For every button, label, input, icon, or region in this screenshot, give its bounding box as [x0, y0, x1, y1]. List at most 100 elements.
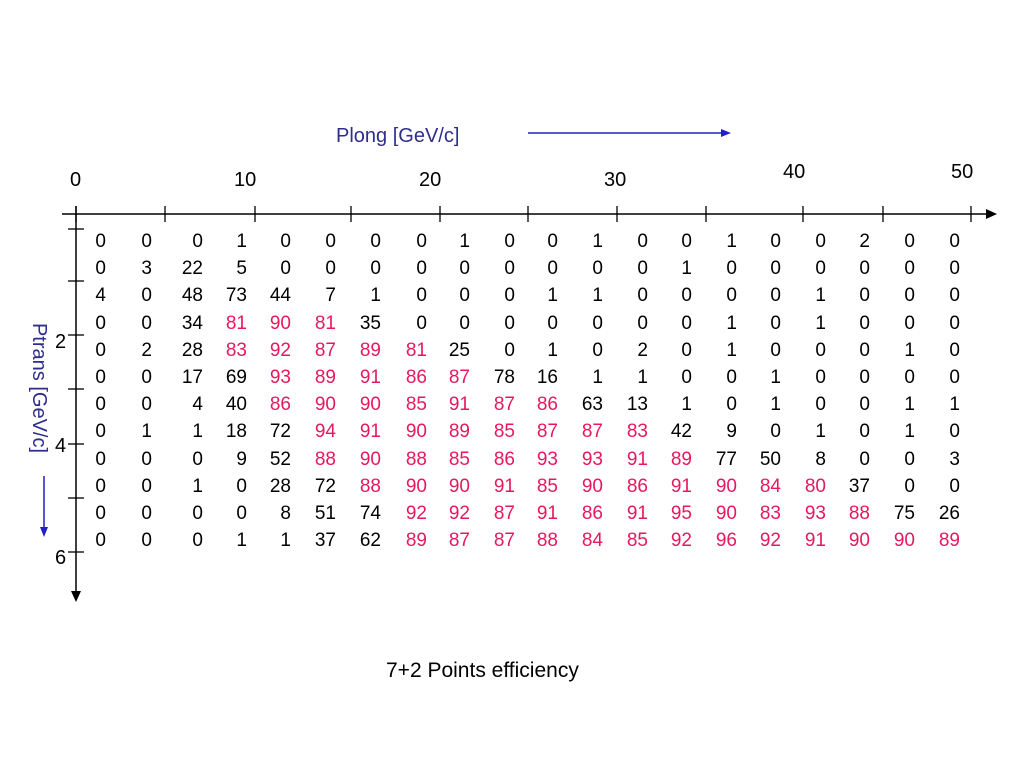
- grid-cell-value: 93: [536, 449, 558, 470]
- grid-cell-value: 1: [949, 394, 960, 415]
- grid-cell-value: 0: [459, 285, 470, 306]
- grid-cell-value: 48: [181, 285, 203, 306]
- grid-cell-value: 81: [314, 313, 336, 334]
- grid-cell-value: 28: [269, 476, 291, 497]
- grid-cell-value: 0: [416, 231, 427, 252]
- grid-cell-value: 0: [949, 476, 960, 497]
- grid-cell-value: 1: [904, 421, 915, 442]
- grid-cell-value: 88: [405, 449, 427, 470]
- grid-cell-value: 0: [681, 285, 692, 306]
- grid-cell-value: 0: [949, 340, 960, 361]
- grid-cell-value: 90: [848, 530, 870, 551]
- grid-cell-value: 91: [626, 449, 648, 470]
- grid-cell-value: 89: [359, 340, 381, 361]
- grid-cell-value: 90: [893, 530, 915, 551]
- plong-axis-label: Plong [GeV/c]: [336, 125, 460, 147]
- grid-cell-value: 87: [493, 503, 515, 524]
- grid-cell-value: 0: [192, 530, 203, 551]
- grid-cell-value: 0: [459, 313, 470, 334]
- grid-cell-value: 0: [236, 476, 247, 497]
- grid-cell-value: 52: [269, 449, 291, 470]
- grid-cell-value: 0: [949, 421, 960, 442]
- grid-cell-value: 91: [359, 421, 381, 442]
- grid-cell-value: 1: [815, 421, 826, 442]
- grid-cell-value: 0: [141, 449, 152, 470]
- grid-cell-value: 91: [448, 394, 470, 415]
- grid-cell-value: 22: [181, 258, 203, 279]
- grid-cell-value: 5: [236, 258, 247, 279]
- grid-cell-value: 1: [726, 340, 737, 361]
- grid-cell-value: 3: [141, 258, 152, 279]
- grid-cell-value: 0: [547, 258, 558, 279]
- grid-cell-value: 0: [904, 449, 915, 470]
- chart-caption: 7+2 Points efficiency: [386, 659, 579, 682]
- grid-cell-value: 25: [448, 340, 470, 361]
- grid-cell-value: 28: [181, 340, 203, 361]
- grid-cell-value: 0: [504, 340, 515, 361]
- grid-cell-value: 7: [325, 285, 336, 306]
- grid-cell-value: 89: [314, 367, 336, 388]
- grid-cell-value: 91: [536, 503, 558, 524]
- grid-cell-value: 0: [592, 313, 603, 334]
- grid-cell-value: 1: [726, 313, 737, 334]
- grid-cell-value: 91: [359, 367, 381, 388]
- x-tick-label: 30: [604, 169, 627, 191]
- grid-cell-value: 90: [269, 313, 291, 334]
- grid-cell-value: 0: [95, 394, 106, 415]
- grid-cell-value: 0: [637, 313, 648, 334]
- grid-cell-value: 0: [236, 503, 247, 524]
- grid-cell-value: 1: [770, 394, 781, 415]
- grid-cell-value: 0: [681, 367, 692, 388]
- grid-cell-value: 0: [95, 313, 106, 334]
- grid-cell-value: 0: [592, 258, 603, 279]
- grid-cell-value: 93: [581, 449, 603, 470]
- grid-cell-value: 0: [280, 258, 291, 279]
- grid-cell-value: 0: [95, 449, 106, 470]
- grid-cell-value: 86: [269, 394, 291, 415]
- grid-cell-value: 93: [804, 503, 826, 524]
- grid-cell-value: 89: [670, 449, 692, 470]
- grid-cell-value: 89: [448, 421, 470, 442]
- grid-cell-value: 0: [280, 231, 291, 252]
- grid-cell-value: 2: [859, 231, 870, 252]
- grid-cell-value: 0: [770, 421, 781, 442]
- x-tick-label: 0: [70, 169, 82, 191]
- grid-cell-value: 0: [637, 231, 648, 252]
- grid-cell-value: 95: [670, 503, 692, 524]
- plong-arrowhead: [721, 129, 731, 137]
- grid-cell-value: 1: [236, 231, 247, 252]
- grid-cell-value: 0: [904, 231, 915, 252]
- grid-cell-value: 1: [681, 258, 692, 279]
- grid-cell-value: 0: [770, 313, 781, 334]
- grid-cell-value: 87: [448, 530, 470, 551]
- grid-cell-value: 88: [848, 503, 870, 524]
- ptrans-axis-label: Ptrans [GeV/c]: [28, 322, 50, 454]
- grid-cell-value: 1: [459, 231, 470, 252]
- grid-cell-value: 90: [359, 394, 381, 415]
- grid-cell-value: 72: [269, 421, 291, 442]
- grid-cell-value: 0: [416, 285, 427, 306]
- y-tick-label: 6: [55, 547, 67, 569]
- grid-cell-value: 74: [359, 503, 381, 524]
- grid-cell-value: 0: [547, 313, 558, 334]
- grid-cell-value: 0: [949, 367, 960, 388]
- grid-cell-value: 0: [95, 340, 106, 361]
- grid-cell-value: 81: [405, 340, 427, 361]
- grid-cell-value: 87: [493, 394, 515, 415]
- grid-cell-value: 91: [493, 476, 515, 497]
- grid-cell-value: 85: [536, 476, 558, 497]
- grid-cell-value: 0: [859, 258, 870, 279]
- grid-cell-value: 90: [314, 394, 336, 415]
- grid-cell-value: 0: [504, 231, 515, 252]
- grid-cell-value: 0: [370, 231, 381, 252]
- grid-cell-value: 0: [95, 231, 106, 252]
- grid-cell-value: 92: [759, 530, 781, 551]
- grid-cell-value: 1: [192, 476, 203, 497]
- grid-cell-value: 0: [192, 449, 203, 470]
- grid-cell-value: 0: [95, 503, 106, 524]
- x-axis-arrowhead: [986, 209, 997, 219]
- grid-cell-value: 0: [141, 530, 152, 551]
- grid-cell-value: 4: [192, 394, 203, 415]
- grid-cell-value: 94: [314, 421, 336, 442]
- grid-cell-value: 0: [192, 231, 203, 252]
